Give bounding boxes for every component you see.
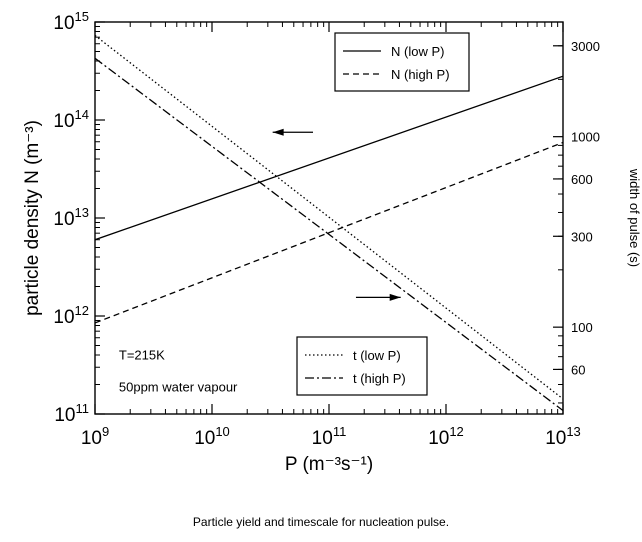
x-tick-label: 1011: [312, 424, 347, 449]
annotation-text: T=215K: [119, 347, 165, 362]
y-right-axis-label: width of pulse (s): [627, 168, 642, 267]
x-tick-label: 109: [81, 424, 109, 449]
legend-label: N (high P): [391, 67, 450, 82]
legend-label: t (low P): [353, 348, 401, 363]
legend-label: t (high P): [353, 371, 406, 386]
x-axis-label: P (m⁻³s⁻¹): [285, 454, 373, 475]
arrow-head: [272, 128, 284, 136]
y-left-tick-label: 1011: [54, 401, 89, 426]
series-line-t-high-p: [95, 57, 563, 412]
series-line-n-high-p: [95, 141, 563, 324]
y-right-tick-label: 3000: [571, 39, 600, 54]
arrow-head: [389, 293, 401, 301]
x-tick-label: 1010: [194, 424, 230, 449]
axes-layer: 109 1010 1011 1012 1013 1011 1012 1013 1014 1015 6…: [22, 9, 642, 475]
y-left-tick-label: 1012: [53, 303, 89, 328]
x-tick-label: 1013: [545, 424, 581, 449]
y-right-tick-label: 100: [571, 320, 593, 335]
figure-caption: Particle yield and timescale for nucleat…: [192, 515, 450, 529]
legend-label: N (low P): [391, 44, 444, 59]
y-left-tick-label: 1015: [53, 9, 89, 34]
y-right-tick-label: 600: [571, 172, 593, 187]
series-line-n-low-p: [95, 75, 563, 241]
y-right-tick-label: 300: [571, 229, 593, 244]
y-left-tick-label: 1014: [53, 107, 89, 132]
annotation-layer: T=215K 50ppm water vapour: [119, 128, 401, 394]
y-right-tick-label: 1000: [571, 130, 600, 145]
y-right-tick-label: 60: [571, 362, 585, 377]
legend-box: [334, 32, 470, 92]
annotation-text: 50ppm water vapour: [119, 379, 238, 394]
x-tick-label: 1012: [428, 424, 464, 449]
y-left-tick-label: 1013: [53, 205, 89, 230]
legend-layer: N (low P) N (high P) t (low P) t (high P): [296, 32, 470, 396]
series-line-t-low-p: [95, 34, 563, 400]
series-layer: [95, 34, 563, 412]
y-left-axis-label: particle density N (m⁻³): [22, 120, 43, 316]
legend-box: [296, 336, 428, 396]
